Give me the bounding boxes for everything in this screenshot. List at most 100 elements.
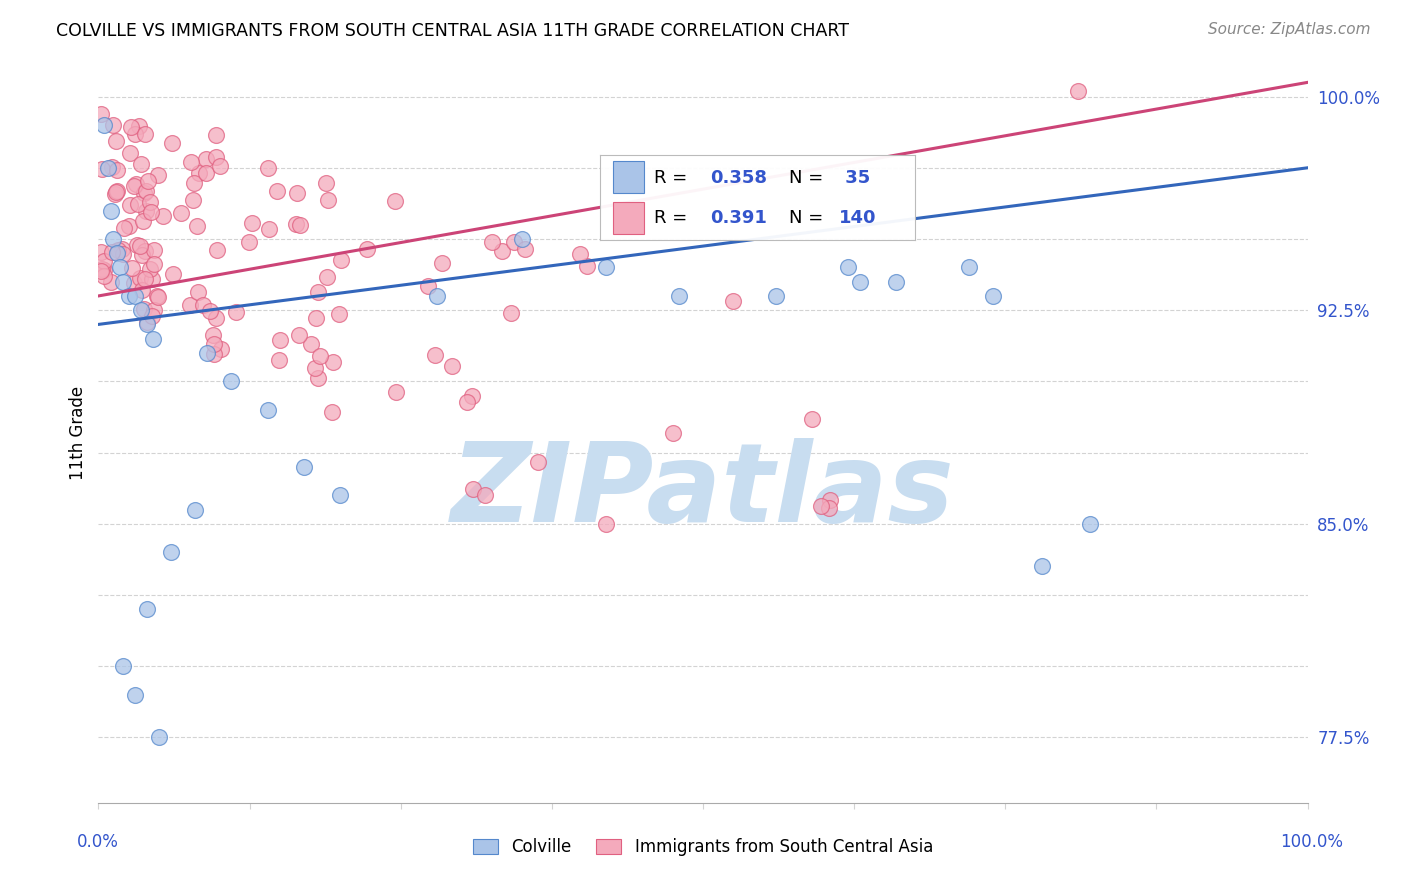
Point bbox=[105, 184, 128, 198]
Point bbox=[195, 152, 218, 166]
Point bbox=[90, 106, 112, 120]
Point bbox=[426, 289, 449, 303]
Point bbox=[765, 289, 787, 303]
Point bbox=[191, 298, 214, 312]
Point bbox=[288, 218, 311, 232]
Point bbox=[108, 260, 131, 275]
Point bbox=[93, 253, 115, 268]
Point bbox=[101, 232, 124, 246]
Point bbox=[981, 289, 1004, 303]
Point bbox=[162, 267, 184, 281]
Point bbox=[474, 488, 496, 502]
Point bbox=[316, 193, 339, 207]
Point bbox=[135, 602, 157, 616]
Point bbox=[129, 303, 152, 318]
Text: Source: ZipAtlas.com: Source: ZipAtlas.com bbox=[1208, 22, 1371, 37]
Point bbox=[257, 222, 280, 236]
Point bbox=[662, 426, 685, 441]
Point bbox=[101, 118, 124, 132]
Point bbox=[837, 260, 859, 275]
Point bbox=[285, 186, 308, 200]
Point bbox=[125, 177, 148, 191]
Point bbox=[184, 502, 207, 516]
Point bbox=[307, 285, 329, 299]
Point bbox=[595, 260, 617, 275]
Point bbox=[1078, 516, 1101, 531]
Point bbox=[142, 303, 165, 318]
Point bbox=[135, 184, 157, 198]
Point bbox=[124, 289, 146, 303]
Point bbox=[91, 161, 114, 176]
Point bbox=[225, 305, 247, 319]
Point bbox=[135, 204, 157, 219]
Point bbox=[142, 257, 165, 271]
Point bbox=[188, 166, 211, 180]
Point bbox=[205, 310, 228, 325]
Point bbox=[198, 304, 221, 318]
Point bbox=[160, 136, 183, 150]
Point bbox=[143, 244, 166, 258]
Point bbox=[440, 359, 463, 374]
Point bbox=[101, 245, 124, 260]
Point bbox=[97, 161, 120, 175]
Point bbox=[135, 318, 157, 332]
Point bbox=[141, 309, 163, 323]
Point bbox=[139, 205, 162, 219]
Point bbox=[136, 174, 159, 188]
Point bbox=[329, 488, 352, 502]
Point bbox=[849, 275, 872, 289]
Point bbox=[304, 361, 326, 376]
Point bbox=[460, 389, 482, 403]
Point bbox=[104, 134, 127, 148]
Point bbox=[818, 493, 841, 508]
Point bbox=[148, 290, 170, 304]
Point bbox=[502, 235, 524, 250]
Point bbox=[195, 166, 218, 180]
Point bbox=[527, 455, 550, 469]
Point bbox=[886, 275, 908, 289]
Point bbox=[256, 402, 278, 417]
Point bbox=[93, 118, 115, 132]
Point bbox=[186, 219, 208, 233]
Point bbox=[134, 128, 156, 142]
Point bbox=[112, 221, 135, 235]
Point bbox=[202, 336, 225, 351]
Point bbox=[208, 159, 231, 173]
Point bbox=[105, 246, 128, 260]
Point bbox=[209, 343, 232, 357]
Point bbox=[152, 210, 174, 224]
Point bbox=[105, 163, 128, 178]
Point bbox=[456, 394, 478, 409]
Point bbox=[132, 214, 155, 228]
Point bbox=[107, 244, 129, 258]
Point bbox=[1031, 559, 1053, 574]
Point bbox=[90, 244, 112, 259]
Point bbox=[179, 298, 201, 312]
Point bbox=[139, 262, 162, 277]
Point bbox=[134, 244, 156, 258]
Point bbox=[240, 216, 263, 230]
Point bbox=[315, 177, 337, 191]
Point bbox=[463, 482, 485, 496]
Point bbox=[356, 243, 378, 257]
Point bbox=[183, 176, 205, 190]
Point bbox=[148, 169, 170, 183]
Point bbox=[267, 353, 290, 368]
Point bbox=[138, 195, 160, 210]
Point bbox=[418, 278, 440, 293]
Point bbox=[957, 260, 980, 275]
Point bbox=[118, 219, 141, 233]
Point bbox=[205, 243, 228, 257]
Point bbox=[202, 347, 225, 361]
Text: ZIPatlas: ZIPatlas bbox=[451, 438, 955, 545]
Point bbox=[128, 119, 150, 133]
Point bbox=[800, 412, 823, 426]
Point bbox=[595, 516, 617, 531]
Legend: Colville, Immigrants from South Central Asia: Colville, Immigrants from South Central … bbox=[467, 831, 939, 863]
Point bbox=[118, 198, 141, 212]
Point bbox=[121, 260, 143, 275]
Point bbox=[111, 275, 134, 289]
Point bbox=[146, 288, 169, 302]
Point bbox=[723, 293, 745, 308]
Point bbox=[491, 244, 513, 259]
